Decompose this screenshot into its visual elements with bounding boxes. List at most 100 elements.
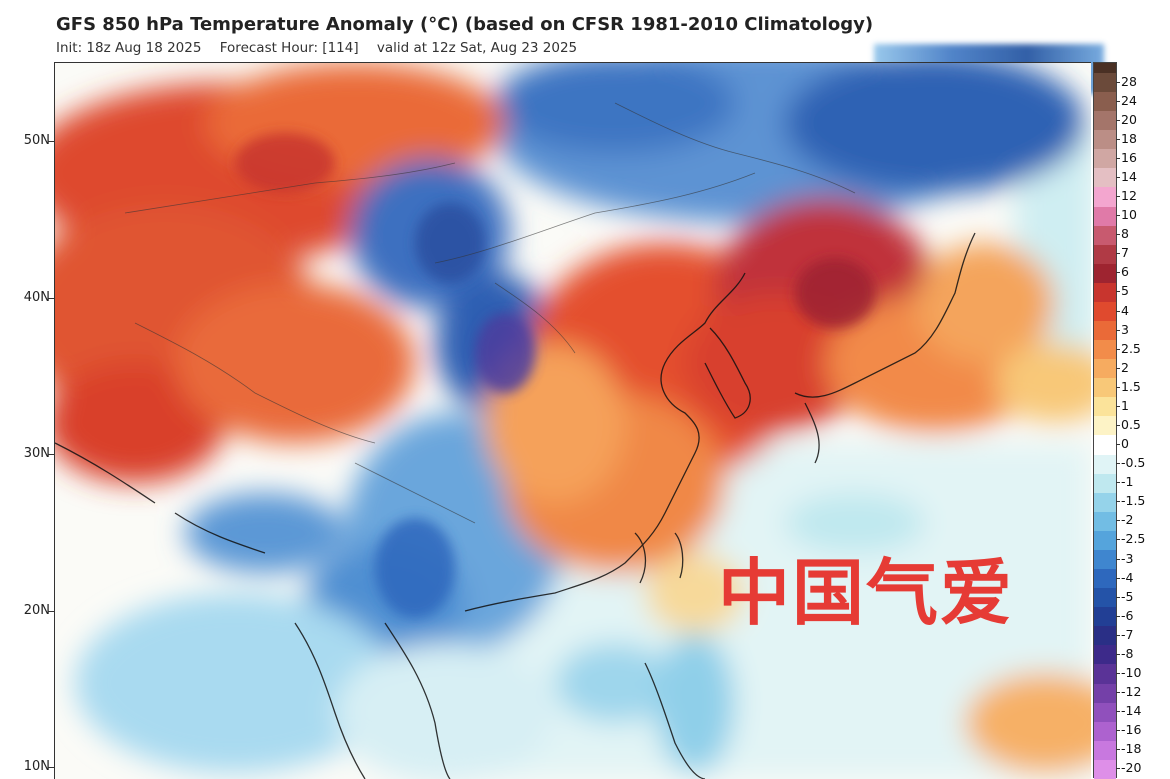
colorbar-tick xyxy=(1116,100,1120,102)
lat-label-40n: 40N xyxy=(23,290,50,305)
chart-title: GFS 850 hPa Temperature Anomaly (°C) (ba… xyxy=(56,14,874,35)
colorbar-tick xyxy=(1116,730,1120,732)
colorbar-label: -16 xyxy=(1121,722,1142,738)
colorbar-cell xyxy=(1094,454,1116,474)
lat-tick xyxy=(48,767,54,768)
colorbar-cell xyxy=(1094,702,1116,722)
lat-label-30n: 30N xyxy=(23,446,50,461)
colorbar-tick xyxy=(1116,386,1120,388)
colorbar-label: 2 xyxy=(1121,359,1129,375)
colorbar-label: 3 xyxy=(1121,321,1129,337)
colorbar-label: 7 xyxy=(1121,245,1129,261)
colorbar-label: -14 xyxy=(1121,703,1142,719)
colorbar-tick xyxy=(1116,272,1120,274)
colorbar-cell xyxy=(1094,759,1116,779)
colorbar-label: -3 xyxy=(1121,550,1134,566)
colorbar-cell xyxy=(1094,92,1116,112)
colorbar-tick xyxy=(1116,291,1120,293)
colorbar-cell xyxy=(1094,530,1116,550)
valid-time: valid at 12z Sat, Aug 23 2025 xyxy=(376,40,578,56)
colorbar-tick xyxy=(1116,215,1120,217)
colorbar-cell xyxy=(1094,130,1116,150)
colorbar-label: 0.5 xyxy=(1121,417,1141,432)
colorbar-label: 6 xyxy=(1121,264,1129,280)
lat-tick xyxy=(48,454,54,455)
colorbar-tick xyxy=(1116,425,1120,426)
colorbar-cell xyxy=(1094,168,1116,188)
colorbar-cell xyxy=(1094,397,1116,417)
colorbar-label: 4 xyxy=(1121,302,1129,318)
colorbar-label: 5 xyxy=(1121,283,1129,299)
chart-subtitle: Init: 18z Aug 18 2025 Forecast Hour: [11… xyxy=(56,40,591,56)
forecast-hour: Forecast Hour: [114] xyxy=(219,40,359,56)
colorbar-cell xyxy=(1094,378,1116,398)
colorbar-cell xyxy=(1094,111,1116,131)
colorbar-label: -7 xyxy=(1121,626,1134,642)
colorbar-tick xyxy=(1116,234,1120,236)
colorbar-cell xyxy=(1094,244,1116,264)
colorbar-cell xyxy=(1094,492,1116,512)
colorbar-label: -18 xyxy=(1121,741,1142,757)
watermark-text: 中国气爱 xyxy=(718,551,1015,635)
colorbar-tick xyxy=(1116,692,1120,694)
colorbar-tick xyxy=(1116,634,1120,636)
colorbar-tick xyxy=(1116,653,1120,655)
colorbar-cell xyxy=(1094,473,1116,493)
colorbar-label: 16 xyxy=(1121,149,1137,165)
colorbar-label: 28 xyxy=(1121,73,1137,89)
colorbar-tick xyxy=(1116,673,1120,675)
colorbar-cell xyxy=(1094,187,1116,207)
colorbar-cell xyxy=(1094,301,1116,322)
colorbar-tick xyxy=(1116,558,1120,560)
colorbar-cell xyxy=(1094,282,1116,302)
colorbar-tick xyxy=(1116,138,1120,140)
colorbar-tick xyxy=(1116,463,1120,465)
lat-tick xyxy=(48,611,54,612)
colorbar-cell xyxy=(1094,149,1116,169)
init-time: Init: 18z Aug 18 2025 xyxy=(56,40,202,56)
colorbar-cell xyxy=(1094,664,1116,684)
colorbar-label: 8 xyxy=(1121,226,1129,242)
colorbar-tick xyxy=(1116,539,1120,541)
colorbar-label: 2.5 xyxy=(1121,340,1141,356)
colorbar-label: -6 xyxy=(1121,607,1134,623)
anomaly-map xyxy=(54,62,1091,779)
lat-label-20n: 20N xyxy=(23,603,50,618)
colorbar-tick xyxy=(1116,501,1120,503)
colorbar-label: 10 xyxy=(1121,207,1137,223)
colorbar-label: -4 xyxy=(1121,569,1134,585)
colorbar-label: 18 xyxy=(1121,130,1137,146)
colorbar-tick xyxy=(1116,81,1120,83)
colorbar-label: 14 xyxy=(1121,168,1137,184)
lat-tick xyxy=(48,298,54,299)
colorbar-label: -8 xyxy=(1121,645,1134,661)
colorbar-cell xyxy=(1094,263,1116,283)
colorbar-cell xyxy=(1094,683,1116,703)
colorbar-cell xyxy=(1094,359,1116,379)
colorbar-tick xyxy=(1116,119,1120,121)
colorbar-tick xyxy=(1116,444,1120,446)
colorbar-tick xyxy=(1116,596,1120,598)
colorbar-tick xyxy=(1116,329,1120,331)
colorbar-tick xyxy=(1116,711,1120,713)
lat-label-10n: 10N xyxy=(23,759,50,774)
colorbar-label: -20 xyxy=(1121,760,1142,776)
colorbar-cell xyxy=(1094,435,1116,455)
colorbar-tick xyxy=(1116,749,1120,751)
colorbar-cell xyxy=(1094,340,1116,360)
colorbar-label: -0.5 xyxy=(1121,455,1146,471)
colorbar-cell xyxy=(1094,626,1116,646)
colorbar-tick xyxy=(1116,157,1120,159)
colorbar xyxy=(1093,62,1117,779)
colorbar-tick xyxy=(1116,520,1120,522)
colorbar-label: 1 xyxy=(1121,397,1129,413)
colorbar-cell xyxy=(1094,549,1116,570)
colorbar-tick xyxy=(1116,615,1120,617)
colorbar-cell xyxy=(1094,511,1116,531)
colorbar-tick xyxy=(1116,196,1120,198)
colorbar-cell xyxy=(1094,607,1116,627)
colorbar-cell xyxy=(1094,569,1116,589)
colorbar-cell xyxy=(1094,206,1116,226)
colorbar-label: -12 xyxy=(1121,684,1142,700)
colorbar-tick xyxy=(1116,367,1120,369)
